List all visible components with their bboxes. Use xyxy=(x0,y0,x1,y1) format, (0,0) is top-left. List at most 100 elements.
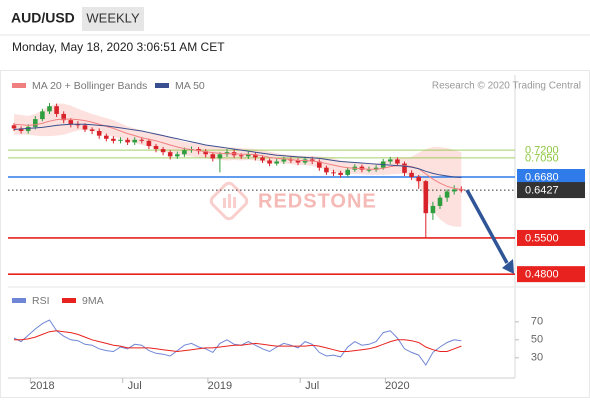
level-label: 0.6427 xyxy=(525,184,559,196)
candle-body xyxy=(338,172,343,175)
candle-body xyxy=(40,111,45,120)
candle-body xyxy=(132,139,137,143)
candle-body xyxy=(246,154,251,157)
candle-body xyxy=(54,106,59,114)
ma-line xyxy=(13,123,462,179)
candle-body xyxy=(324,167,329,173)
candle-body xyxy=(260,157,265,161)
candle-body xyxy=(238,155,244,157)
candle-body xyxy=(160,149,166,153)
level-label-box xyxy=(517,182,585,199)
legend-label: MA 20 + Bollinger Bands xyxy=(32,80,147,92)
candle-body xyxy=(89,129,95,132)
level-label: 0.7050 xyxy=(525,152,559,164)
candle-body xyxy=(359,166,365,170)
candle-body xyxy=(125,139,130,143)
candle-body xyxy=(345,169,350,175)
level-label: 0.4800 xyxy=(525,269,559,281)
candle-body xyxy=(416,176,421,182)
candle-body xyxy=(274,161,279,164)
candle-body xyxy=(459,189,464,191)
y-tick-label: 30 xyxy=(531,352,543,364)
candle-body xyxy=(182,150,187,155)
candle-body xyxy=(267,160,272,164)
legend-swatch xyxy=(155,83,169,88)
candle-body xyxy=(118,139,123,141)
candle-body xyxy=(47,106,52,112)
legend-label: RSI xyxy=(32,295,50,307)
candle-body xyxy=(203,151,208,155)
symbol: AUD/USD xyxy=(11,10,75,26)
legend-label: 9MA xyxy=(82,295,104,307)
credit: Research © 2020 Trading Central xyxy=(432,81,581,92)
timeframe-box xyxy=(82,7,144,31)
candle-body xyxy=(451,189,457,192)
candle-body xyxy=(366,169,372,171)
candle-body xyxy=(281,159,287,162)
y-tick-label: 50 xyxy=(531,334,543,346)
legend-swatch xyxy=(62,298,76,303)
candle-body xyxy=(18,128,24,132)
candle-body xyxy=(68,120,74,125)
candle-body xyxy=(253,154,258,158)
candle-body xyxy=(302,159,308,163)
candle-body xyxy=(430,205,436,214)
level-label: 0.5500 xyxy=(525,232,559,244)
candle-body xyxy=(295,160,301,163)
timestamp: Monday, May 18, 2020 3:06:51 AM CET xyxy=(12,40,225,54)
candle-body xyxy=(75,124,81,126)
watermark: REDSTONE xyxy=(258,190,377,212)
ma-line xyxy=(13,118,462,190)
x-tick-label: 2020 xyxy=(385,380,409,392)
candle-body xyxy=(217,154,223,159)
candle-body xyxy=(196,149,201,152)
candle-body xyxy=(104,135,109,139)
timeframe: WEEKLY xyxy=(86,10,140,25)
indicator-line xyxy=(14,330,462,353)
level-label-box xyxy=(517,266,585,283)
candle-body xyxy=(146,140,152,146)
candle-body xyxy=(82,125,88,130)
level-label: 0.6680 xyxy=(525,171,559,183)
candle-body xyxy=(11,125,17,129)
candle-body xyxy=(373,167,379,170)
candle-body xyxy=(402,163,407,173)
candle-body xyxy=(96,131,102,136)
legend-label: MA 50 xyxy=(175,80,205,92)
candle-body xyxy=(111,138,116,141)
legend-swatch xyxy=(12,83,26,88)
bollinger-band xyxy=(14,103,462,227)
candle-body xyxy=(423,181,429,214)
level-label: 0.7200 xyxy=(525,145,559,157)
candle-body xyxy=(25,126,31,132)
candle-body xyxy=(33,119,38,127)
candle-body xyxy=(153,145,159,150)
candle-body xyxy=(317,161,322,168)
level-label-box xyxy=(517,168,585,185)
legend-swatch xyxy=(12,298,26,303)
x-tick-label: 2018 xyxy=(30,380,54,392)
candle-body xyxy=(388,159,393,162)
level-label-box xyxy=(517,229,585,246)
candle-body xyxy=(309,159,315,162)
candle-body xyxy=(210,154,216,159)
candle-body xyxy=(437,197,443,206)
candle-body xyxy=(395,159,400,164)
candle-body xyxy=(224,152,230,155)
candle-body xyxy=(167,152,173,157)
forecast-arrow xyxy=(465,189,514,274)
candle-body xyxy=(139,139,145,141)
x-tick-label: Jul xyxy=(128,380,142,392)
candle-body xyxy=(444,191,450,198)
candle-body xyxy=(175,154,180,157)
candle-body xyxy=(331,172,336,174)
candle-body xyxy=(61,113,66,121)
x-tick-label: Jul xyxy=(305,380,319,392)
watermark-logo xyxy=(209,181,249,221)
y-tick-label: 70 xyxy=(531,316,543,328)
candle-body xyxy=(288,159,294,161)
candle-body xyxy=(409,172,414,177)
x-tick-label: 2019 xyxy=(208,380,232,392)
